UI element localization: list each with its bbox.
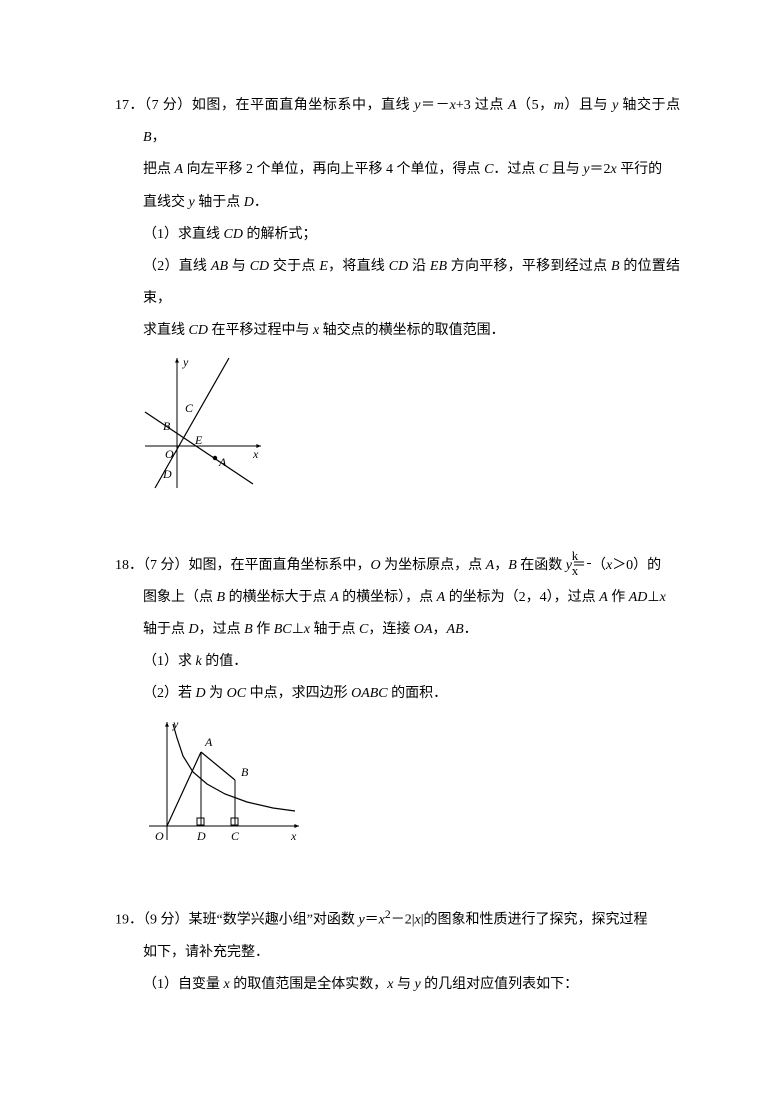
- p17-svg: A BC D Ey x O: [143, 354, 263, 494]
- p19-line2: 如下，请补充完整．: [115, 937, 680, 969]
- svg-text:D: D: [162, 467, 172, 481]
- p18-number: 18．: [115, 558, 143, 573]
- p18-line1: 18．（7 分）如图，在平面直角坐标系中，O 为坐标原点，点 A，B 在函数 y…: [115, 550, 680, 582]
- p18-q1: （1）求 k 的值．: [115, 646, 680, 678]
- p17-number: 17．: [115, 98, 144, 113]
- svg-text:B: B: [241, 765, 249, 779]
- p17-q2-l2: 求直线 CD 在平移过程中与 x 轴交点的横坐标的取值范围．: [115, 315, 680, 347]
- svg-text:y: y: [172, 717, 179, 731]
- page: 17．（7 分）如图，在平面直角坐标系中，直线 y＝－x+3 过点 A（5，m）…: [0, 0, 780, 1103]
- p17-q2-l1: （2）直线 AB 与 CD 交于点 E，将直线 CD 沿 EB 方向平移，平移到…: [115, 251, 680, 315]
- p19-q1: （1）自变量 x 的取值范围是全体实数，x 与 y 的几组对应值列表如下：: [115, 969, 680, 1001]
- p18-svg: A B D Cy x O: [143, 716, 303, 846]
- svg-text:x: x: [252, 447, 259, 461]
- problem-17: 17．（7 分）如图，在平面直角坐标系中，直线 y＝－x+3 过点 A（5，m）…: [115, 90, 680, 494]
- fraction-k-over-x: kx: [587, 549, 591, 577]
- svg-text:C: C: [185, 401, 194, 415]
- p17-line2: 把点 A 向左平移 2 个单位，再向上平移 4 个单位，得点 C．过点 C 且与…: [115, 154, 680, 186]
- p17-line1: 17．（7 分）如图，在平面直角坐标系中，直线 y＝－x+3 过点 A（5，m）…: [115, 90, 680, 154]
- svg-text:D: D: [196, 829, 206, 843]
- p19-line1: 19．（9 分）某班“数学兴趣小组”对函数 y＝x2－2|x|的图象和性质进行了…: [115, 902, 680, 937]
- problem-18: 18．（7 分）如图，在平面直角坐标系中，O 为坐标原点，点 A，B 在函数 y…: [115, 550, 680, 847]
- p18-figure: A B D Cy x O: [115, 716, 680, 846]
- p18-points: （7 分）: [143, 558, 189, 573]
- p18-q2: （2）若 D 为 OC 中点，求四边形 OABC 的面积．: [115, 678, 680, 710]
- p18-line2: 图象上（点 B 的横坐标大于点 A 的横坐标），点 A 的坐标为（2，4），过点…: [115, 582, 680, 614]
- p17-points: （7 分）: [144, 98, 192, 113]
- p18-line3: 轴于点 D，过点 B 作 BC⊥x 轴于点 C，连接 OA，AB．: [115, 614, 680, 646]
- svg-text:A: A: [204, 735, 213, 749]
- p17-figure: A BC D Ey x O: [115, 354, 680, 494]
- svg-text:C: C: [231, 829, 240, 843]
- p17-q1: （1）求直线 CD 的解析式；: [115, 219, 680, 251]
- svg-text:O: O: [155, 829, 164, 843]
- svg-text:A: A: [218, 455, 227, 469]
- p17-line3: 直线交 y 轴于点 D．: [115, 187, 680, 219]
- problem-19: 19．（9 分）某班“数学兴趣小组”对函数 y＝x2－2|x|的图象和性质进行了…: [115, 902, 680, 1001]
- svg-text:x: x: [290, 829, 297, 843]
- svg-text:O: O: [165, 447, 174, 461]
- svg-text:B: B: [163, 419, 171, 433]
- svg-text:y: y: [182, 355, 189, 369]
- p19-number: 19．: [115, 913, 143, 928]
- p19-points: （9 分）: [143, 913, 189, 928]
- svg-text:E: E: [194, 433, 203, 447]
